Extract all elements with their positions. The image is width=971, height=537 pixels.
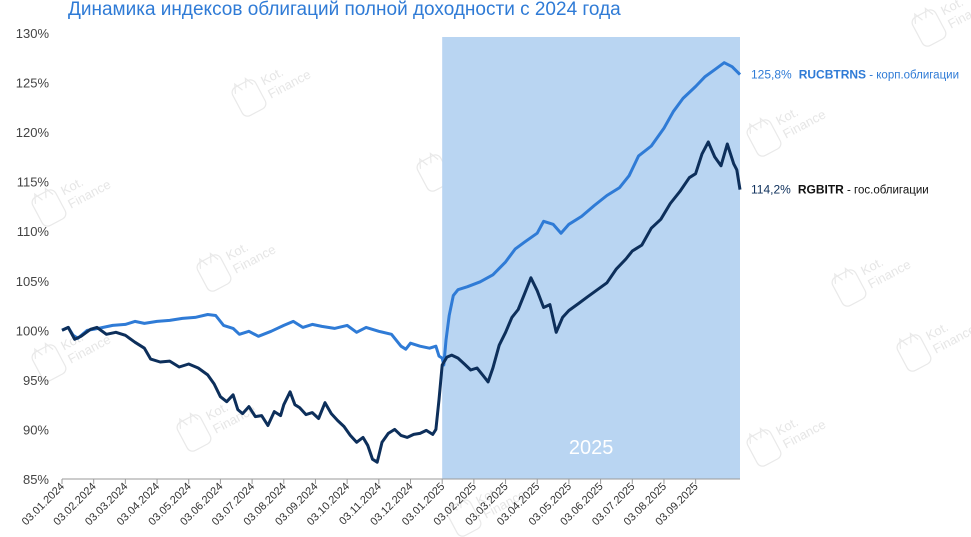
y-tick-label: 95% (23, 373, 49, 388)
series-layer (61, 61, 742, 464)
series-name: RUCBTRNS (799, 68, 866, 82)
y-tick-label: 105% (16, 274, 50, 289)
series-line-rucbtrns (61, 61, 742, 367)
series-name: RGBITR (798, 183, 844, 197)
y-tick-label: 100% (16, 323, 50, 338)
y-tick-label: 115% (17, 175, 50, 190)
watermark: Kot.Finance (196, 239, 278, 292)
watermark: Kot.Finance (911, 0, 971, 47)
series-description: - корп.облигации (866, 70, 959, 82)
series-description: - гос.облигации (844, 185, 929, 197)
y-tick-label: 120% (16, 125, 50, 140)
watermark: Kot.Finance (896, 319, 971, 372)
watermark: Kot.Finance (831, 254, 913, 307)
series-end-label: 114,2% RGBITR - гос.облигации (751, 183, 929, 197)
series-end-label: 125,8% RUCBTRNS - корп.облигации (751, 68, 959, 82)
watermark: Kot.Finance (746, 414, 828, 467)
y-tick-label: 110% (17, 224, 50, 239)
series-line-rgbitr (61, 140, 742, 464)
y-tick-label: 85% (23, 472, 49, 487)
chart-title: Динамика индексов облигаций полной доход… (68, 0, 621, 20)
watermark: Kot.Finance (176, 399, 258, 452)
watermark: Kot.Finance (231, 64, 313, 117)
x-axis: 03.01.202403.02.202403.03.202403.04.2024… (20, 478, 740, 528)
series-end-value: 114,2% (751, 183, 791, 197)
watermark: Kot.Finance (746, 104, 828, 157)
y-tick-label: 130% (16, 26, 50, 41)
series-end-value: 125,8% (751, 68, 792, 82)
year-2025-label: 2025 (569, 437, 614, 459)
year-2025-highlight (442, 37, 740, 479)
series-end-labels: 125,8% RUCBTRNS - корп.облигации 114,2% RGB… (751, 68, 959, 197)
y-axis: 85% 90% 95% 100% 105% 110% 115% 120% 125% 130% (16, 26, 50, 487)
y-tick-label: 125% (16, 76, 50, 91)
watermark: Kot.Finance (31, 174, 113, 227)
y-tick-label: 90% (23, 422, 49, 437)
